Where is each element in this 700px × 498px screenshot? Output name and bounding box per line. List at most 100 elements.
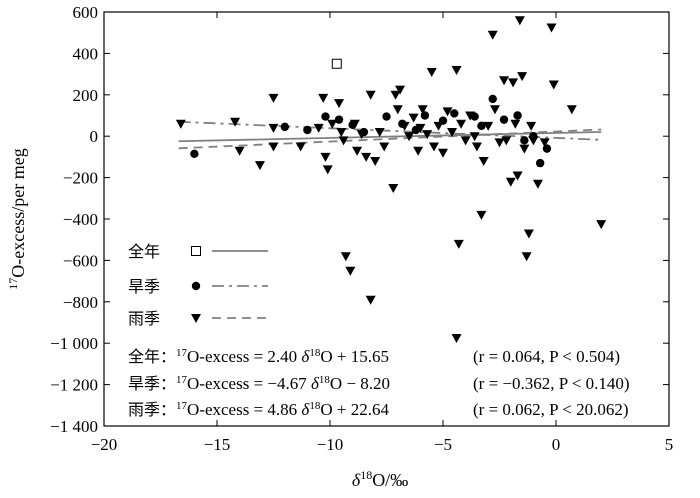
data-point — [508, 78, 519, 88]
data-point — [428, 142, 439, 152]
data-point — [451, 334, 462, 344]
data-point — [388, 183, 399, 193]
equation-text: 旱季：17O-excess = −4.67 δ18O − 8.20 — [128, 374, 390, 393]
data-point — [453, 239, 464, 249]
data-point — [465, 111, 476, 121]
data-point — [471, 142, 482, 152]
legend-label: 雨季 — [128, 309, 160, 328]
x-tick-label: 5 — [665, 435, 674, 454]
data-point — [519, 144, 530, 154]
data-point — [413, 146, 424, 156]
data-point — [234, 146, 245, 156]
equation-text: 全年：17O-excess = 2.40 δ18O + 15.65 — [128, 347, 389, 366]
data-point — [336, 128, 347, 138]
data-point — [460, 136, 471, 146]
x-tick-label: 0 — [552, 435, 561, 454]
data-point — [510, 119, 521, 129]
y-tick-label: −600 — [63, 251, 98, 270]
data-point — [370, 157, 381, 167]
data-point — [469, 132, 480, 142]
data-point — [254, 161, 265, 171]
data-point — [476, 210, 487, 220]
axis-ticks: −20 −15 −10 −5 0 5 600 400 200 0 −200 −400 −600 −800 −… — [50, 3, 673, 454]
equations: 全年：17O-excess = 2.40 δ18O + 15.65 (r = 0.… — [128, 347, 630, 419]
x-tick-label: −10 — [317, 435, 344, 454]
legend-label: 旱季 — [128, 277, 160, 296]
data-point — [501, 136, 512, 146]
data-point — [399, 121, 410, 131]
data-point — [447, 128, 458, 138]
equation-stats: (r = −0.362, P < 0.140) — [473, 374, 630, 393]
data-point — [499, 76, 510, 86]
data-point — [417, 105, 428, 115]
data-point — [513, 111, 522, 120]
data-point — [433, 121, 444, 131]
data-point — [489, 105, 500, 115]
data-point — [345, 266, 356, 276]
data-point — [382, 112, 391, 121]
data-point — [596, 220, 607, 230]
legend-label: 全年 — [128, 242, 160, 261]
data-point — [331, 58, 342, 69]
data-point — [512, 171, 523, 181]
data-point — [566, 105, 577, 115]
data-point — [535, 158, 545, 168]
data-point — [349, 119, 360, 129]
equation-stats: (r = 0.062, P < 20.062) — [473, 400, 628, 419]
y-tick-label: 0 — [90, 127, 99, 146]
data-point — [191, 246, 201, 256]
data-point — [422, 130, 433, 140]
data-point — [268, 142, 279, 152]
data-point — [523, 229, 534, 239]
data-point — [546, 23, 557, 33]
data-points — [175, 16, 607, 344]
data-point — [456, 119, 467, 129]
equation-text: 雨季：17O-excess = 4.86 δ18O + 22.64 — [128, 400, 389, 419]
data-point — [528, 136, 539, 146]
data-point — [268, 93, 279, 103]
data-point — [478, 157, 489, 167]
data-point — [295, 142, 306, 152]
data-point — [539, 138, 550, 148]
x-tick-label: −5 — [434, 435, 452, 454]
data-point — [442, 107, 453, 117]
data-point — [327, 119, 338, 129]
data-point — [392, 105, 403, 115]
data-point — [318, 93, 329, 103]
data-point — [352, 146, 363, 156]
data-point — [395, 85, 406, 95]
data-point — [365, 295, 376, 305]
data-point — [426, 68, 437, 78]
y-tick-label: −400 — [63, 210, 98, 229]
data-point — [521, 252, 532, 262]
data-point — [320, 152, 331, 162]
data-point — [379, 142, 390, 152]
y-tick-label: −1 000 — [50, 334, 98, 353]
x-tick-label: −15 — [204, 435, 231, 454]
data-point — [374, 128, 385, 138]
data-point — [280, 122, 289, 132]
data-point — [438, 148, 448, 158]
y-tick-label: −1 400 — [50, 417, 98, 436]
x-tick-label: −20 — [91, 435, 118, 454]
data-point — [488, 94, 497, 104]
data-point — [451, 65, 462, 75]
data-point — [313, 123, 324, 133]
fit-lines — [178, 120, 602, 150]
y-tick-label: −1 200 — [50, 376, 98, 395]
equation-stats: (r = 0.064, P < 0.504) — [473, 347, 620, 366]
fit-line — [178, 128, 602, 150]
data-point — [450, 109, 459, 118]
data-point — [514, 16, 525, 26]
data-point — [191, 314, 201, 323]
data-point — [334, 99, 345, 109]
data-point — [190, 149, 199, 158]
y-axis-title: 17O-excess/per meg — [6, 148, 28, 289]
data-point — [361, 152, 372, 162]
data-point — [499, 115, 509, 124]
data-point — [321, 112, 330, 121]
data-point — [303, 125, 312, 135]
data-point — [404, 132, 415, 142]
